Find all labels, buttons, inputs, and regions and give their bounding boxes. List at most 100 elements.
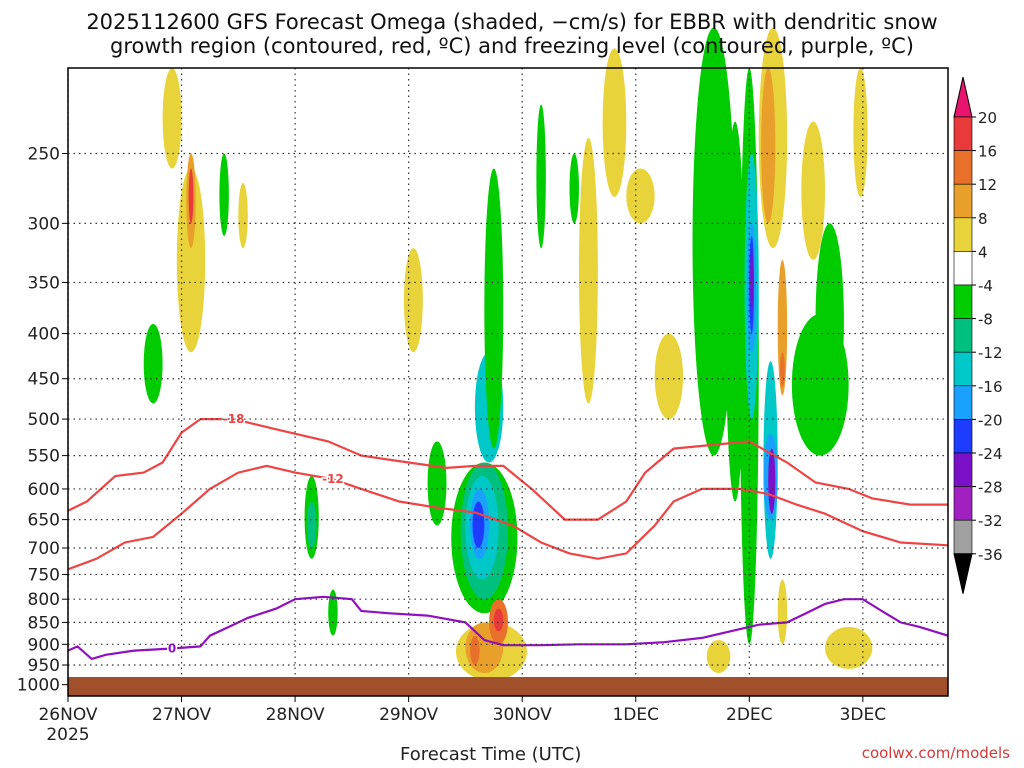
y-tick-label: 700: [28, 539, 60, 559]
y-tick-label: 300: [28, 214, 60, 234]
plot-frame: [67, 67, 949, 697]
omega-region: [780, 352, 785, 388]
colorbar-label: -32: [978, 512, 1003, 530]
colorbar-label: -24: [978, 445, 1003, 463]
colorbar-label: 4: [978, 243, 988, 261]
colorbar-top-arrow: [953, 76, 973, 118]
omega-region: [219, 153, 229, 236]
contours: -18-120: [67, 411, 949, 661]
omega-region: [602, 48, 627, 197]
omega-region: [768, 448, 776, 514]
colorbar-swatch: [953, 519, 973, 555]
colorbar-bottom-arrow: [953, 553, 973, 594]
contour-label: 0: [168, 642, 176, 656]
colorbar-swatch: [953, 318, 973, 353]
omega-region: [824, 626, 873, 670]
y-tick-label: 600: [28, 480, 60, 500]
colorbar-label: -36: [978, 546, 1003, 564]
x-tick-label: 28NOV: [266, 705, 325, 725]
colorbar: 20 16 12 8 4 -4 -8 -12 -16 -20 -24 -28 -32 -36: [953, 76, 1003, 594]
y-tick-label: 750: [28, 565, 60, 585]
y-tick-label: 800: [28, 590, 60, 610]
omega-region: [761, 68, 776, 224]
y-tick-label: 650: [28, 511, 60, 531]
omega-region: [706, 640, 731, 674]
colorbar-swatch: [953, 419, 973, 454]
x-tick-label: 26NOV: [38, 705, 97, 725]
colorbar-swatch: [953, 385, 973, 420]
contour-line: [67, 418, 948, 521]
colorbar-label: 12: [978, 176, 997, 194]
omega-region: [306, 501, 317, 549]
colorbar-label: 16: [978, 143, 997, 161]
y-tick-label: 250: [28, 144, 60, 164]
x-tick-label: 2DEC: [726, 705, 773, 725]
omega-region: [162, 68, 182, 169]
x-tick-label: 1DEC: [612, 705, 659, 725]
credit-link[interactable]: coolwx.com/models: [861, 744, 1010, 762]
colorbar-swatch: [953, 486, 973, 521]
y-tick-label: 400: [28, 325, 60, 345]
contour-line: [67, 595, 949, 661]
omega-region: [470, 635, 480, 666]
colorbar-label: 20: [978, 109, 997, 127]
x-axis: 26NOV 27NOV 28NOV 29NOV 30NOV 1DEC 2DEC 3DEC 202…: [38, 696, 886, 745]
omega-region: [484, 168, 504, 449]
colorbar-swatch: [953, 150, 973, 185]
y-tick-label: 500: [28, 410, 60, 430]
colorbar-swatch: [953, 116, 973, 151]
omega-region: [143, 323, 163, 404]
y-tick-label: 900: [28, 635, 60, 655]
colorbar-label: -20: [978, 411, 1003, 429]
colorbar-swatch: [953, 452, 973, 487]
omega-region: [493, 608, 504, 632]
y-tick-label: 350: [28, 273, 60, 293]
y-tick-label: 1000: [17, 676, 60, 696]
y-tick-label: 850: [28, 613, 60, 633]
x-tick-label: 3DEC: [840, 705, 887, 725]
ground-surface: [68, 677, 948, 696]
colorbar-swatch: [953, 217, 973, 252]
omega-region: [472, 501, 485, 549]
y-axis: 2503003504004505005506006507007508008509…: [17, 144, 68, 696]
omega-shading: [143, 27, 873, 681]
chart-title-line2: growth region (contoured, red, ºC) and f…: [110, 34, 914, 58]
omega-region: [777, 579, 788, 645]
omega-region: [777, 259, 788, 396]
contour-label: -12: [322, 472, 344, 486]
omega-region: [427, 441, 447, 526]
omega-region: [536, 104, 546, 249]
omega-region: [654, 333, 684, 420]
omega-region: [750, 248, 754, 314]
x-axis-label: Forecast Time (UTC): [400, 744, 582, 765]
colorbar-label: -4: [978, 277, 993, 295]
colorbar-label: -8: [978, 311, 993, 329]
omega-region: [626, 168, 655, 224]
y-tick-label: 950: [28, 656, 60, 676]
omega-region: [328, 589, 338, 636]
colorbar-swatch: [953, 284, 973, 319]
x-tick-label: 29NOV: [379, 705, 438, 725]
omega-region: [578, 137, 598, 404]
omega-region: [801, 121, 825, 260]
chart-title-line1: 2025112600 GFS Forecast Omega (shaded, −…: [86, 10, 938, 34]
x-start-year: 2025: [46, 725, 89, 745]
x-tick-label: 27NOV: [152, 705, 211, 725]
colorbar-label: -28: [978, 479, 1003, 497]
omega-region: [815, 223, 844, 420]
colorbar-swatch: [953, 183, 973, 219]
omega-region: [853, 68, 868, 197]
colorbar-swatch: [953, 251, 973, 286]
colorbar-label: -16: [978, 378, 1003, 396]
y-tick-label: 550: [28, 447, 60, 467]
contour-line: [67, 464, 949, 571]
omega-region: [569, 153, 579, 224]
x-tick-label: 30NOV: [493, 705, 552, 725]
colorbar-label: -12: [978, 344, 1003, 362]
y-tick-label: 450: [28, 370, 60, 390]
omega-region: [188, 168, 194, 224]
colorbar-label: 8: [978, 210, 988, 228]
colorbar-swatch: [953, 351, 973, 387]
omega-region: [692, 27, 736, 456]
